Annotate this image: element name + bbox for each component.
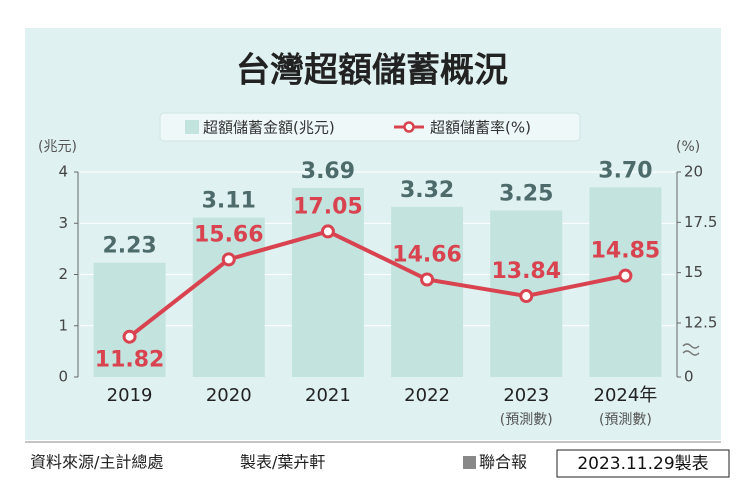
- line-value-label: 14.66: [392, 243, 462, 268]
- y2-tick-label: 12.5: [684, 314, 717, 332]
- x-tick-label: 2024年: [594, 385, 658, 406]
- y2-tick-label: 20: [684, 163, 703, 181]
- bar-value-label: 3.25: [499, 181, 553, 206]
- x-tick-note: (預測數): [500, 412, 553, 428]
- line-point: [320, 224, 335, 239]
- date-box: [556, 449, 730, 478]
- line-point: [420, 272, 435, 287]
- legend-swatch: [185, 120, 199, 134]
- bar-value-label: 3.32: [400, 178, 454, 203]
- y-tick-label: 0: [58, 368, 68, 386]
- source: 資料來源/主計總處: [30, 453, 163, 472]
- bar: [391, 206, 464, 377]
- legend-label: 超額儲蓄金額(兆元): [203, 119, 335, 137]
- y-axis-label: (兆元): [38, 139, 77, 155]
- y-tick-label: 2: [58, 265, 68, 283]
- y-tick-label: 1: [58, 316, 68, 334]
- bar: [192, 217, 265, 377]
- legend-swatch-point: [403, 121, 415, 133]
- x-tick-label: 2020: [206, 385, 252, 406]
- line-point: [221, 252, 236, 267]
- publisher-icon: [463, 456, 476, 469]
- bar-value-label: 3.11: [202, 189, 256, 214]
- bar-value-label: 2.23: [102, 234, 156, 259]
- line-value-label: 14.85: [591, 239, 661, 264]
- publisher: 聯合報: [479, 453, 527, 472]
- x-tick-label: 2021: [305, 385, 351, 406]
- y2-tick-label: 0: [684, 368, 694, 386]
- bar-value-label: 3.69: [301, 159, 355, 184]
- line-point: [618, 268, 633, 283]
- line-point: [519, 289, 534, 304]
- y2-axis-label: (%): [676, 139, 700, 155]
- y-tick-label: 3: [58, 214, 68, 232]
- bar: [291, 187, 364, 377]
- line-value-label: 15.66: [194, 222, 264, 247]
- legend-box: [159, 112, 581, 142]
- line-value-label: 17.05: [293, 194, 363, 219]
- date-stamp: 2023.11.29製表: [577, 454, 708, 474]
- chart-title: 台灣超額儲蓄概況: [236, 51, 508, 91]
- x-tick-label: 2023: [503, 385, 549, 406]
- x-tick-label: 2019: [107, 385, 153, 406]
- maker: 製表/葉卉軒: [240, 453, 325, 472]
- axis-break: [682, 343, 700, 356]
- y2-tick-label: 15: [684, 263, 703, 281]
- line-value-label: 11.82: [95, 348, 165, 373]
- x-tick-note: (預測數): [599, 412, 652, 428]
- line-point: [122, 329, 137, 344]
- x-tick-label: 2022: [404, 385, 450, 406]
- bar-value-label: 3.70: [598, 158, 652, 183]
- line-value-label: 13.84: [491, 259, 561, 284]
- y-tick-label: 4: [58, 163, 68, 181]
- legend-label: 超額儲蓄率(%): [430, 119, 531, 137]
- line: [128, 229, 626, 339]
- y2-tick-label: 17.5: [684, 213, 717, 231]
